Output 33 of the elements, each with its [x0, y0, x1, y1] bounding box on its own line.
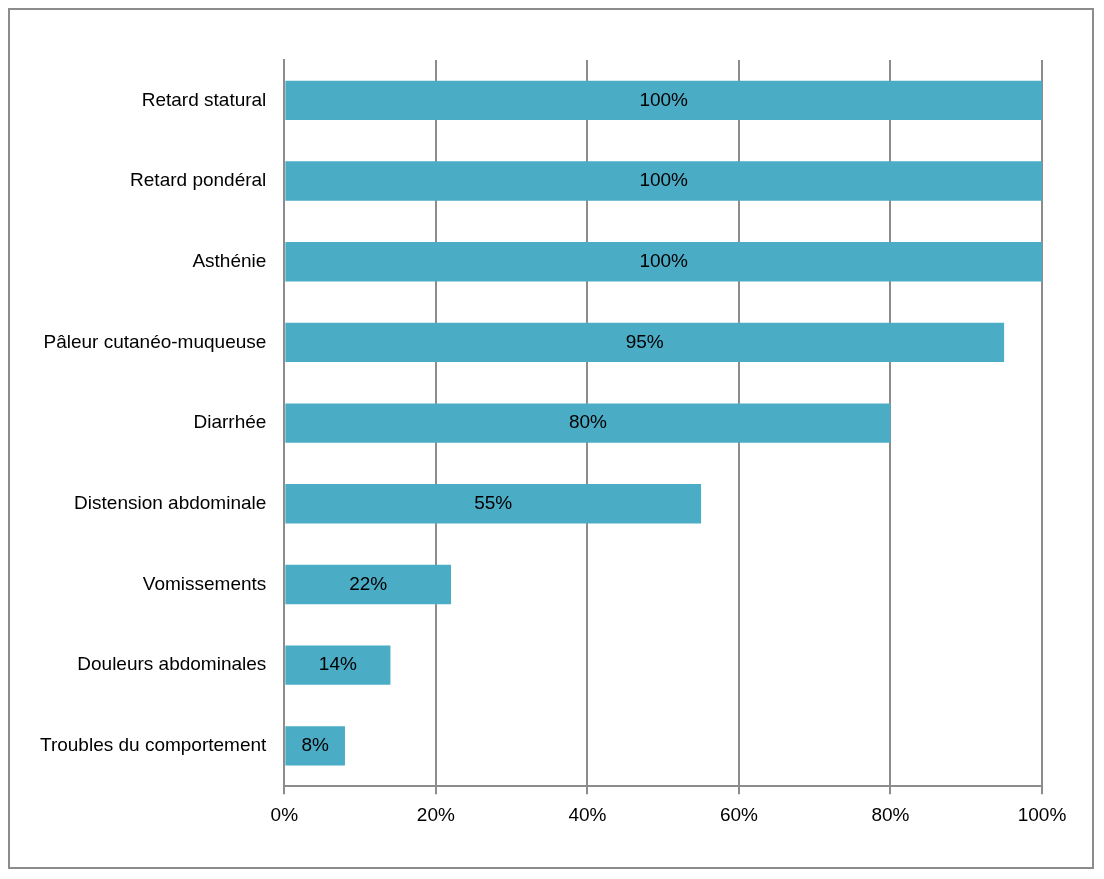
data-label: 22% [349, 572, 388, 594]
data-label: 55% [474, 492, 513, 514]
x-tick-label: 0% [270, 803, 299, 825]
data-label: 100% [639, 169, 689, 191]
x-tick-label: 20% [416, 803, 455, 825]
y-tick-label: Asthénie [192, 249, 267, 271]
bar [285, 564, 452, 605]
y-tick-label: Distension abdominale [74, 492, 267, 514]
y-tick-label: Troubles du comportement [39, 734, 268, 756]
bar [285, 726, 345, 766]
x-tick-label: 60% [719, 803, 759, 825]
bar [285, 645, 391, 685]
data-label: 8% [301, 734, 329, 756]
data-label: 14% [318, 653, 357, 675]
x-tick-label: 40% [568, 803, 607, 825]
bar [285, 242, 1042, 282]
y-tick-label: Vomissements [142, 572, 267, 594]
bar [285, 161, 1042, 201]
y-tick-label: Retard statural [141, 88, 267, 110]
y-tick-label: Diarrhée [193, 411, 267, 433]
y-tick-label: Pâleur cutanéo-muqueuse [43, 330, 267, 352]
y-tick-label: Douleurs abdominales [77, 653, 267, 675]
x-tick-label: 80% [871, 803, 910, 825]
data-label: 80% [568, 411, 608, 433]
data-label: 95% [625, 330, 664, 352]
bar [285, 484, 702, 524]
bar [285, 403, 891, 443]
bar [285, 80, 1042, 121]
data-label: 100% [639, 249, 689, 271]
x-tick-label: 100% [1017, 803, 1067, 825]
bar [285, 322, 1005, 363]
data-label: 100% [639, 88, 689, 110]
y-tick-label: Retard pondéral [130, 169, 267, 191]
